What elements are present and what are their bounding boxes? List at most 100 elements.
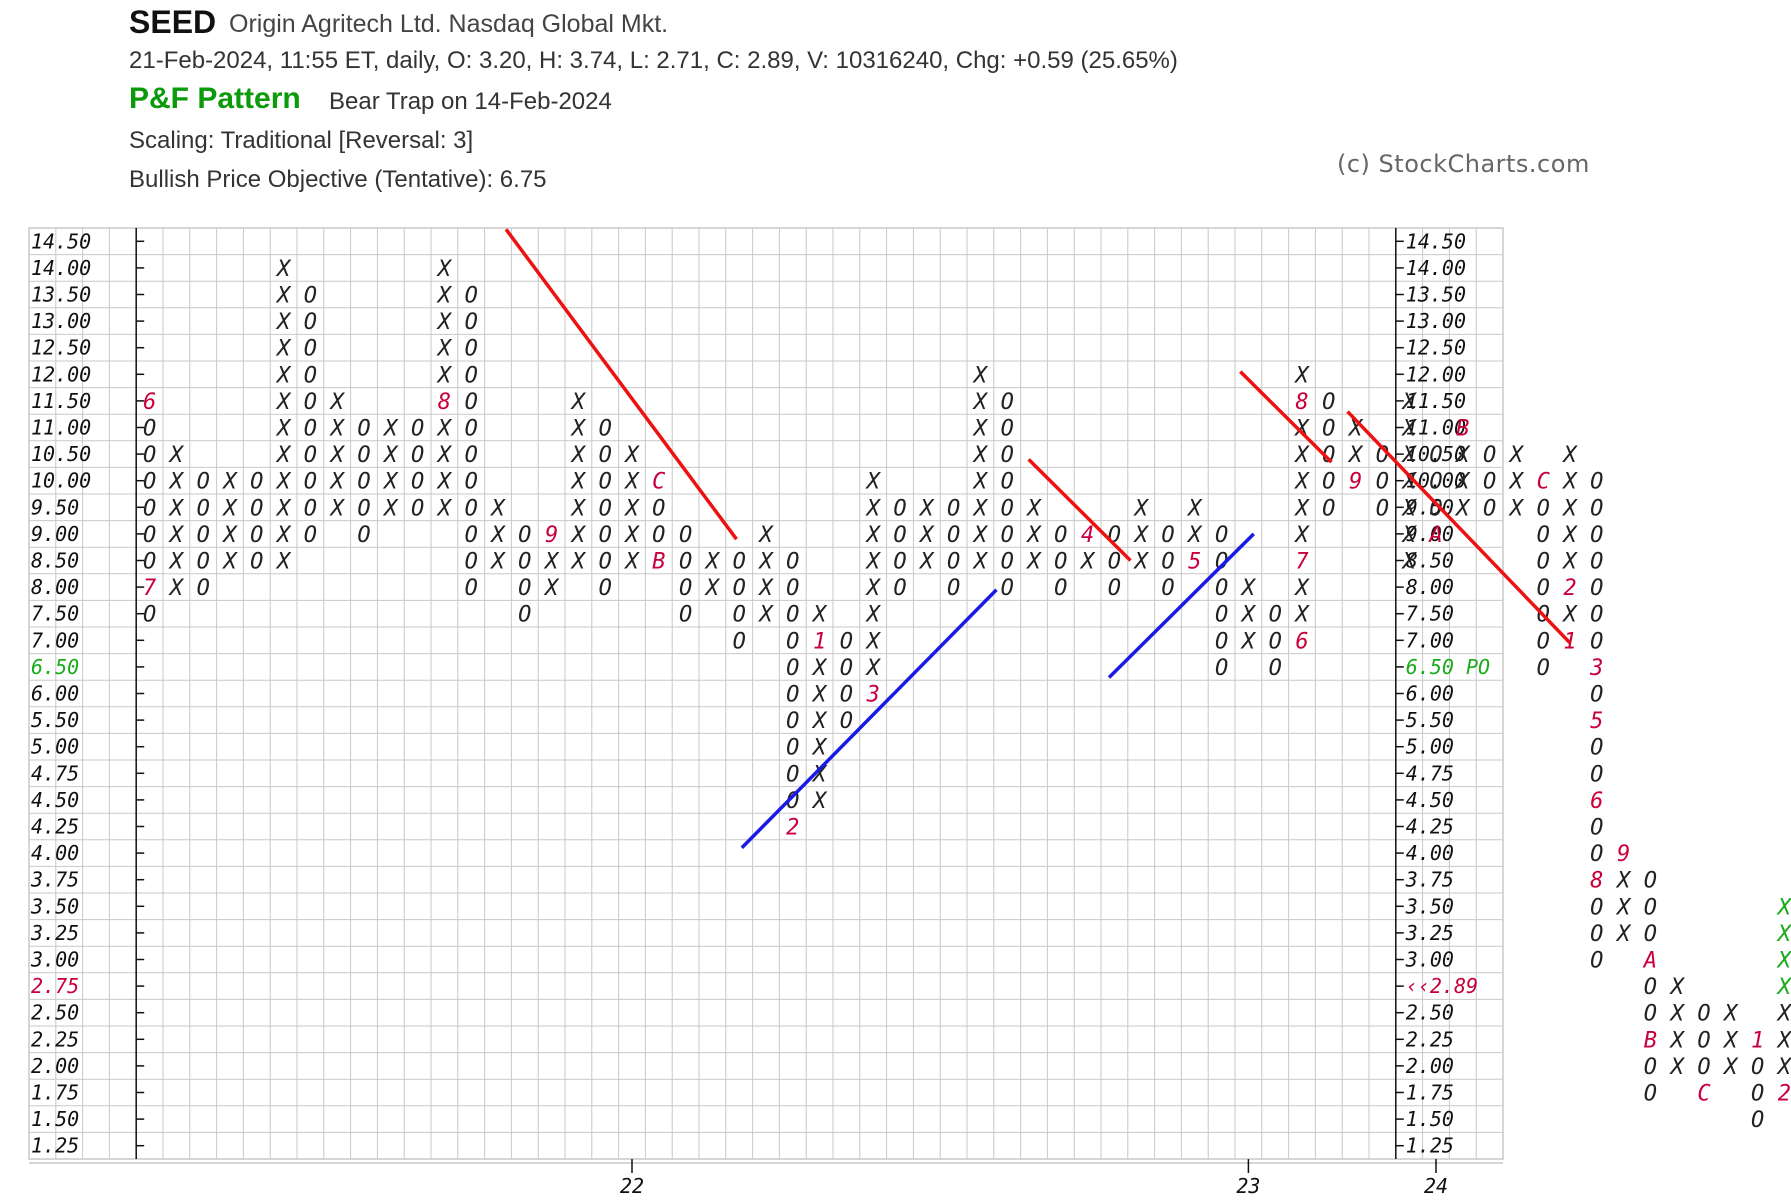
left-axis-label: 2.00 [31,1054,79,1078]
month-marker: B [1456,417,1469,442]
x-mark: X [918,523,935,548]
left-axis-label: 2.75 [31,974,79,998]
o-mark: O [1697,1002,1710,1027]
left-axis-label: 6.50 [31,655,79,679]
o-mark: O [1751,1082,1764,1107]
right-axis-label: 6.50 PO [1406,655,1490,679]
x-mark: X [275,337,292,362]
right-axis-label: 3.00 [1405,948,1454,972]
x-mark: X [757,550,774,575]
x-mark: X [1508,496,1525,521]
o-mark: O [1054,523,1067,548]
o-mark: O [357,443,370,468]
right-axis-label: 5.00 [1406,735,1454,759]
resistance-trend-line [504,228,738,541]
x-mark: X [811,736,828,761]
o-mark: O [893,496,906,521]
o-mark: O [786,629,799,654]
x-mark: X [382,496,399,521]
o-mark: O [840,629,853,654]
x-mark: X [1401,390,1418,415]
x-mark: X [168,523,185,548]
x-mark: X [757,523,774,548]
o-mark: O [1483,443,1496,468]
o-mark: O [679,603,692,628]
x-mark: X [1293,470,1310,495]
o-mark: O [1537,550,1550,575]
o-mark: O [465,363,478,388]
x-mark: X [382,443,399,468]
left-axis-label: 9.00 [31,522,79,546]
x-mark: X [436,337,453,362]
x-mark: X [811,603,828,628]
left-axis-label: 4.25 [31,815,79,839]
x-mark: X [1615,895,1632,920]
o-mark: O [1590,683,1603,708]
x-mark: X [1079,550,1096,575]
o-mark: O [304,523,317,548]
year-label: 22 [620,1174,644,1198]
right-axis-label: 4.00 [1406,841,1454,865]
o-mark: O [1590,816,1603,841]
x-mark: X [757,603,774,628]
right-axis-label: 1.75 [1406,1081,1454,1105]
x-mark: X [623,496,640,521]
x-mark: X [489,550,506,575]
o-mark: O [197,523,210,548]
o-mark: O [1322,496,1335,521]
x-mark: X [1347,443,1364,468]
o-mark: O [465,496,478,521]
o-mark: O [1644,869,1657,894]
o-mark: O [197,496,210,521]
o-mark: O [304,470,317,495]
scaling-info: Scaling: Traditional [Reversal: 3] [129,127,474,154]
x-mark: X [168,443,185,468]
x-mark: X [1293,603,1310,628]
right-axis-label: 2.00 [1406,1054,1454,1078]
recent-x-mark: X [1776,975,1791,1000]
left-axis-label: 12.50 [31,336,91,360]
right-axis-label: 6.00 [1406,682,1454,706]
o-mark: O [250,470,263,495]
month-marker: B [1644,1028,1657,1053]
trend-lines [504,228,1572,850]
left-axis-label: 3.50 [30,894,79,918]
o-mark: O [840,683,853,708]
x-mark: X [623,550,640,575]
o-mark: O [465,443,478,468]
x-mark: X [1186,496,1203,521]
left-axis-label: 9.50 [31,495,79,519]
o-mark: O [1322,443,1335,468]
left-axis-label: 3.75 [30,868,79,892]
right-axis-label: 8.00 [1406,575,1454,599]
o-mark: O [250,550,263,575]
x-mark: X [704,550,721,575]
chart-header: SEED Origin Agritech Ltd. Nasdaq Global … [129,0,1629,200]
left-axis-label: 14.50 [31,229,91,253]
x-mark: X [275,310,292,335]
left-axis-label: 13.50 [31,283,91,307]
x-mark: X [436,417,453,442]
x-mark: X [1240,576,1257,601]
left-axis-label: 1.25 [31,1134,79,1158]
o-mark: O [1001,576,1014,601]
o-mark: O [1590,949,1603,974]
x-mark: X [275,496,292,521]
o-mark: O [1108,576,1121,601]
o-mark: O [733,629,746,654]
month-marker: 1 [813,629,826,654]
x-mark: X [1776,1002,1791,1027]
month-marker: 3 [1589,656,1603,681]
month-marker: 2 [1778,1082,1791,1107]
x-mark: X [570,550,587,575]
o-mark: O [304,417,317,442]
x-mark: X [1401,470,1418,495]
month-marker: C [1697,1082,1711,1107]
x-mark: X [1722,1028,1739,1053]
x-mark: X [275,470,292,495]
o-mark: O [1054,550,1067,575]
o-mark: O [786,762,799,787]
x-mark: X [1561,550,1578,575]
o-mark: O [1644,922,1657,947]
month-marker: A [1642,949,1657,974]
